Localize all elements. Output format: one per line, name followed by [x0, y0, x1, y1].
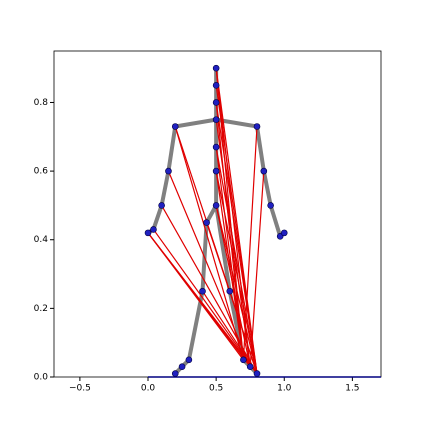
- joint: [178, 363, 186, 371]
- joint: [226, 287, 234, 295]
- skeleton-bone: [159, 169, 171, 208]
- red-link: [215, 204, 258, 375]
- y-tick-label: 0.8: [34, 98, 49, 108]
- joint: [158, 202, 165, 209]
- skeleton-bone: [268, 203, 283, 239]
- joint: [212, 143, 220, 151]
- joint: [212, 99, 220, 106]
- red-link: [201, 290, 258, 375]
- x-tick-label: 1.5: [345, 384, 359, 394]
- joint: [171, 370, 179, 377]
- joint: [212, 82, 220, 89]
- y-tick-label: 0.4: [34, 235, 49, 245]
- red-link: [215, 170, 258, 375]
- joint: [171, 123, 179, 130]
- skeleton-bone: [227, 289, 246, 362]
- skeleton-bone: [173, 117, 219, 129]
- joint: [212, 202, 220, 209]
- skeleton-bone: [166, 124, 178, 174]
- red-link: [215, 119, 251, 368]
- red-link: [215, 146, 258, 375]
- y-tick-label: 0.2: [34, 304, 48, 314]
- x-tick-label: 0.5: [209, 384, 223, 394]
- joint: [212, 167, 220, 175]
- joint: [253, 123, 261, 130]
- joint: [240, 356, 247, 364]
- skeleton-bone: [261, 169, 273, 208]
- red-link: [174, 125, 244, 361]
- y-tick-label: 0.0: [34, 373, 49, 383]
- red-link: [249, 170, 265, 368]
- joint: [144, 229, 152, 237]
- skeleton-bone: [151, 203, 164, 232]
- joint: [165, 167, 172, 175]
- x-tick-label: 1.0: [277, 384, 292, 394]
- red-link: [215, 101, 258, 375]
- joint: [246, 363, 254, 371]
- x-tick-label: −0.5: [69, 384, 91, 394]
- red-link: [167, 170, 251, 368]
- red-link: [215, 170, 244, 361]
- x-tick-label: 0.0: [141, 384, 156, 394]
- y-tick-label: 0.6: [34, 167, 49, 177]
- joint: [185, 356, 193, 364]
- joint: [253, 370, 261, 377]
- red-link: [242, 125, 258, 361]
- joint: [260, 167, 268, 175]
- red-link: [215, 101, 244, 361]
- joint: [212, 116, 220, 123]
- joint: [203, 219, 210, 226]
- skeleton-bone: [255, 124, 266, 174]
- joint: [280, 229, 288, 237]
- red-link: [206, 221, 258, 375]
- red-link: [147, 232, 244, 361]
- joint: [150, 226, 157, 233]
- skeleton-bone: [214, 203, 232, 294]
- joint: [212, 64, 220, 72]
- joint: [267, 202, 274, 209]
- joint: [199, 287, 206, 295]
- red-link: [152, 228, 258, 375]
